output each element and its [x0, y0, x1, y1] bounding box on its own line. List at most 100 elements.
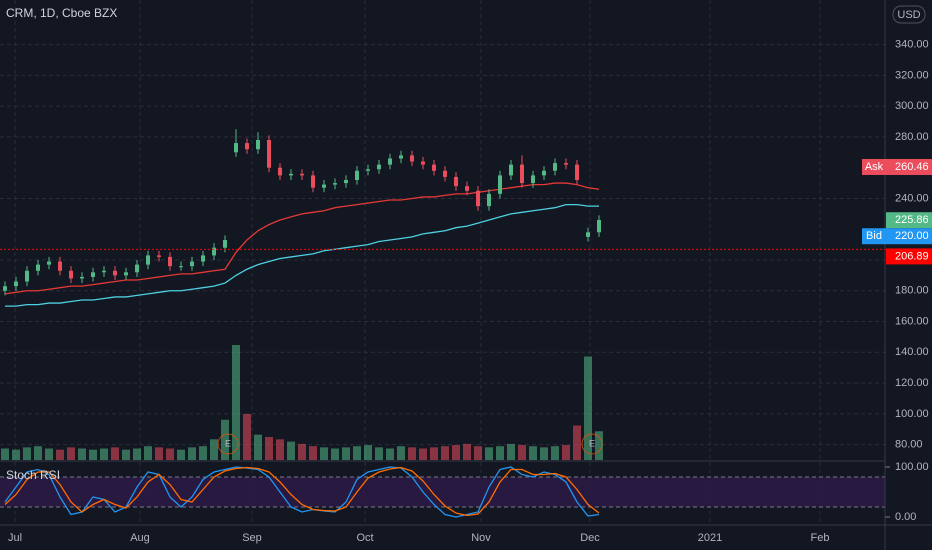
volume-bar: [342, 447, 350, 460]
candle-body: [333, 183, 337, 185]
candle-body: [102, 270, 106, 273]
volume-bar: [100, 448, 108, 460]
y-tick-label: 140.00: [895, 346, 929, 358]
candle-body: [300, 173, 304, 176]
x-tick-label: Oct: [356, 532, 373, 544]
price-tag-label: Bid: [866, 230, 882, 242]
price-tag: [862, 158, 886, 175]
volume-bar: [485, 447, 493, 460]
volume-bar: [254, 434, 262, 460]
candle-body: [124, 272, 128, 276]
volume-bar: [155, 447, 163, 460]
volume-bar: [551, 446, 559, 460]
price-badge: [886, 228, 932, 245]
candle-body: [179, 266, 183, 268]
candle-body: [69, 270, 73, 279]
candle-body: [267, 140, 271, 168]
candle-body: [289, 173, 293, 176]
y-tick-label: 280.00: [895, 131, 929, 143]
x-tick-label: 2021: [698, 532, 722, 544]
volume-bar: [375, 447, 383, 460]
candle-body: [80, 276, 84, 279]
candle-body: [520, 164, 524, 184]
volume-bar: [221, 419, 229, 460]
candle-body: [223, 240, 227, 248]
candle-body: [113, 270, 117, 276]
candle-body: [234, 143, 238, 153]
candle-body: [344, 180, 348, 184]
candle-body: [454, 176, 458, 187]
candle-body: [135, 264, 139, 273]
candle-body: [553, 163, 557, 171]
candle-body: [487, 193, 491, 207]
candle-body: [465, 186, 469, 191]
volume-bar: [430, 447, 438, 460]
candle-body: [443, 170, 447, 177]
volume-bar: [518, 445, 526, 460]
price-tag-label: Ask: [865, 161, 884, 173]
volume-bar: [45, 448, 53, 460]
volume-bar: [177, 449, 185, 460]
candle-body: [146, 255, 150, 265]
volume-bar: [67, 447, 75, 460]
candle-body: [212, 247, 216, 256]
rsi-tick-label: 0.00: [895, 511, 916, 523]
y-tick-label: 80.00: [895, 439, 923, 451]
price-badge: [886, 158, 932, 175]
candle-body: [366, 169, 370, 171]
y-tick-label: 320.00: [895, 69, 929, 81]
volume-bar: [320, 447, 328, 460]
volume-bar: [562, 445, 570, 460]
candle-body: [190, 261, 194, 267]
x-tick-label: Nov: [471, 532, 491, 544]
currency[interactable]: USD: [897, 9, 920, 21]
volume-bar: [309, 446, 317, 460]
candle-body: [47, 261, 51, 265]
y-tick-label: 180.00: [895, 285, 929, 297]
volume-bar: [12, 449, 20, 460]
candle-body: [355, 170, 359, 180]
volume-bar: [1, 448, 9, 460]
volume-bar: [353, 446, 361, 460]
y-tick-label: 100.00: [895, 408, 929, 420]
rsi-tick-label: 100.00: [895, 461, 929, 473]
candle-body: [597, 220, 601, 233]
candle-body: [311, 175, 315, 188]
moving-average-cyan: [5, 203, 599, 307]
y-tick-label: 120.00: [895, 377, 929, 389]
volume-bar: [133, 448, 141, 460]
volume-bar: [210, 439, 218, 460]
volume-bar: [573, 425, 581, 460]
candle-body: [542, 170, 546, 176]
candle-body: [201, 255, 205, 262]
volume-bar: [188, 447, 196, 460]
volume-bar: [34, 446, 42, 460]
price-label: 206.89: [895, 250, 929, 262]
volume-bar: [529, 446, 537, 460]
volume-bar: [122, 449, 130, 460]
candle-body: [245, 143, 249, 150]
volume-bar: [144, 446, 152, 460]
candle-body: [322, 184, 326, 188]
volume-bar: [111, 447, 119, 460]
currency-badge[interactable]: [892, 5, 926, 24]
volume-bar: [397, 446, 405, 460]
volume-bar: [584, 356, 592, 460]
volume-bar: [166, 448, 174, 460]
volume-bar: [507, 443, 515, 460]
price-label: 220.00: [895, 230, 929, 242]
y-tick-label: 300.00: [895, 100, 929, 112]
volume-bar: [419, 448, 427, 460]
volume-bar: [496, 446, 504, 460]
volume-bar: [276, 439, 284, 460]
volume-bar: [265, 437, 273, 460]
candle-body: [476, 190, 480, 207]
volume-bar: [56, 449, 64, 460]
candle-body: [377, 164, 381, 170]
earnings-label: E: [589, 438, 595, 448]
x-tick-label: Sep: [242, 532, 262, 544]
candle-body: [399, 155, 403, 159]
candle-body: [14, 281, 18, 287]
volume-bar: [243, 414, 251, 460]
